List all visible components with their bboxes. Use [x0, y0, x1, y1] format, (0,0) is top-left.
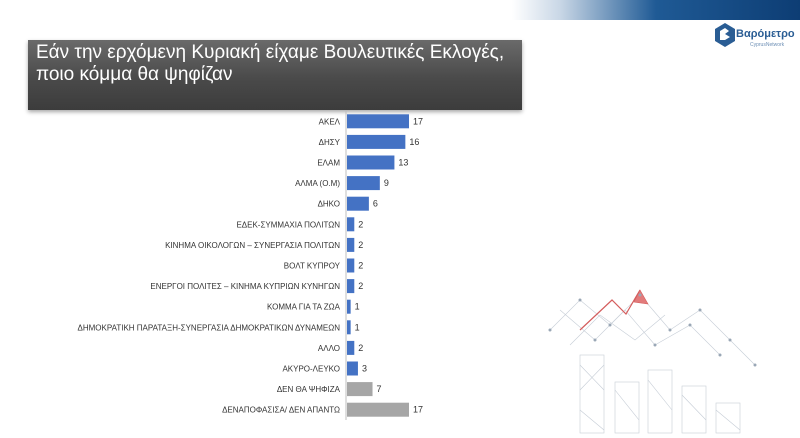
category-label: ΔΕΝΑΠΟΦΑΣΙΣΑ/ ΔΕΝ ΑΠΑΝΤΩ [222, 406, 340, 415]
category-label: ΔΗΚΟ [318, 200, 340, 209]
logo-mark-icon [715, 23, 735, 47]
category-label: ΔΗΜΟΚΡΑΤΙΚΗ ΠΑΡΑΤΑΞΗ-ΣΥΝΕΡΓΑΣΙΑ ΔΗΜΟΚΡΑΤ… [78, 323, 341, 332]
bar [347, 361, 358, 376]
category-label: ΕΝΕΡΓΟΙ ΠΟΛΙΤΕΣ – ΚΙΝΗΜΑ ΚΥΠΡΙΩΝ ΚΥΝΗΓΩΝ [150, 282, 340, 291]
category-label: ΒΟΛΤ ΚΥΠΡΟΥ [284, 262, 341, 271]
value-label: 1 [355, 302, 360, 312]
bar [347, 340, 355, 355]
value-label: 17 [413, 116, 423, 126]
bar [347, 279, 355, 294]
network-chart-illustration-icon [548, 289, 757, 434]
category-label: ΕΔΕΚ-ΣΥΜΜΑΧΙΑ ΠΟΛΙΤΩΝ [236, 220, 340, 229]
bar [347, 382, 373, 397]
value-label: 13 [398, 158, 408, 168]
value-label: 1 [355, 322, 360, 332]
bar [347, 176, 380, 191]
title-box: Εάν την ερχόμενη Κυριακή είχαμε Βουλευτι… [28, 40, 522, 110]
category-label: ΔΗΣΥ [319, 138, 341, 147]
value-label: 2 [358, 343, 363, 353]
value-label: 2 [358, 240, 363, 250]
category-label: ΚΙΝΗΜΑ ΟΙΚΟΛΟΓΩΝ – ΣΥΝΕΡΓΑΣΙΑ ΠΟΛΙΤΩΝ [165, 241, 340, 250]
logo-subtitle: CyprusNetwork [750, 42, 785, 48]
value-label: 2 [358, 281, 363, 291]
category-label: ΑΛΜΑ (Ο.Μ) [295, 179, 340, 188]
bar [347, 217, 355, 232]
bar [347, 299, 351, 314]
value-label: 6 [373, 199, 378, 209]
category-label: ΑΛΛΟ [318, 344, 340, 353]
value-label: 7 [377, 384, 382, 394]
category-label: ΔΕΝ ΘΑ ΨΗΦΙΖΑ [277, 385, 341, 394]
page-title: Εάν την ερχόμενη Κυριακή είχαμε Βουλευτι… [36, 42, 516, 86]
barometer-logo: Βαρόμετρο CyprusNetwork [714, 20, 800, 56]
value-label: 2 [358, 261, 363, 271]
top-banner [0, 0, 800, 20]
value-label: 9 [384, 178, 389, 188]
logo-name: Βαρόμετρο [736, 28, 795, 40]
bar [347, 114, 409, 129]
bar [347, 320, 351, 335]
value-label: 3 [362, 364, 367, 374]
bar [347, 258, 355, 273]
bar [347, 402, 409, 417]
title-line-2: ποιο κόμμα θα ψηφίζαν [36, 64, 233, 85]
category-label: ΑΚΥΡΟ-ΛΕΥΚΟ [282, 365, 340, 374]
category-label: ΚΟΜΜΑ ΓΙΑ ΤΑ ΖΩΑ [267, 303, 341, 312]
category-label: ΕΛΑΜ [317, 159, 340, 168]
bar [347, 134, 406, 149]
title-line-1: Εάν την ερχόμενη Κυριακή είχαμε Βουλευτι… [36, 42, 505, 63]
category-label: ΑΚΕΛ [319, 117, 341, 126]
bar [347, 155, 395, 170]
bar [347, 196, 369, 211]
value-label: 16 [409, 137, 419, 147]
value-label: 17 [413, 405, 423, 415]
value-label: 2 [358, 219, 363, 229]
bar [347, 237, 355, 252]
